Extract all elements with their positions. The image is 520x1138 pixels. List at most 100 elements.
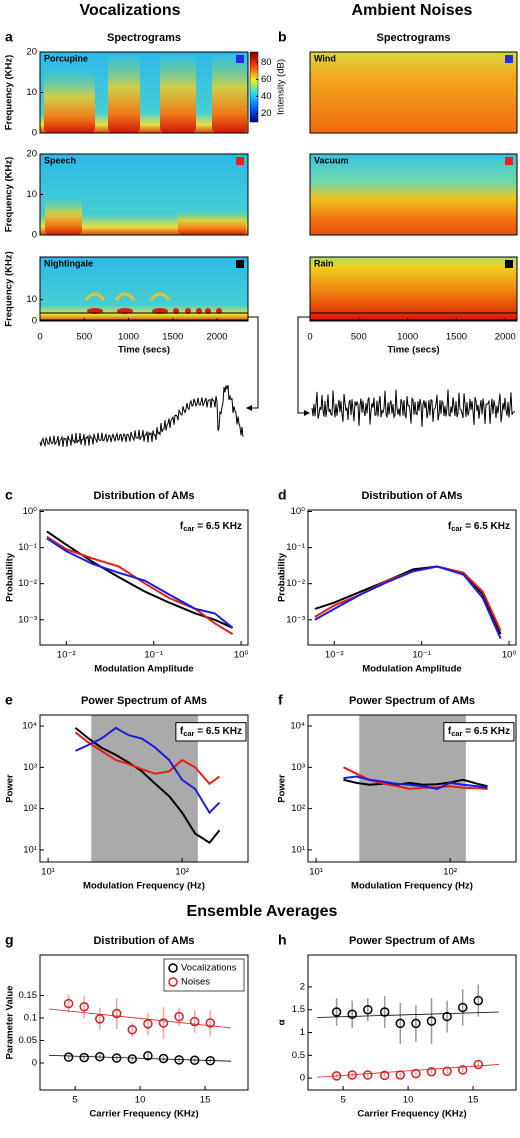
point xyxy=(205,1018,216,1028)
chart-title: Distribution of AMs xyxy=(93,490,194,502)
point xyxy=(395,1018,406,1029)
arrow xyxy=(246,316,259,411)
y-tick-label: 1.5 xyxy=(292,1004,305,1015)
panel-key xyxy=(236,55,244,63)
y-tick-label: 10² xyxy=(291,803,305,814)
panel-letter: e xyxy=(5,692,13,708)
x-tick-label: 15 xyxy=(468,1095,479,1106)
spectrogram-frame xyxy=(309,153,518,236)
x-tick-label: 10² xyxy=(443,867,457,878)
fit-line xyxy=(49,1008,232,1029)
point xyxy=(442,1011,452,1022)
point xyxy=(174,1011,184,1022)
point xyxy=(347,1009,357,1020)
y-tick-label: 0.05 xyxy=(19,1035,38,1046)
annotation-part: = 6.5 KHz xyxy=(194,521,242,532)
legend-label: Noises xyxy=(181,977,210,988)
point xyxy=(411,1068,421,1079)
waveform xyxy=(39,384,244,448)
point xyxy=(457,1002,468,1013)
point xyxy=(189,1016,200,1027)
point xyxy=(127,1054,138,1064)
point xyxy=(473,1059,484,1070)
point xyxy=(442,1066,452,1077)
y-axis-label: α xyxy=(277,1019,288,1025)
y-tick-label: 10⁰ xyxy=(23,506,38,517)
y-tick-label: 10⁻¹ xyxy=(286,542,305,553)
point xyxy=(63,998,74,1009)
x-tick-label: 1000 xyxy=(397,332,418,343)
point xyxy=(127,1024,138,1035)
point xyxy=(331,1071,342,1081)
point xyxy=(473,995,484,1006)
heading: Vocalizations xyxy=(79,2,180,19)
x-tick-label: 0 xyxy=(307,332,312,343)
chart-title: Spectrograms xyxy=(377,32,451,44)
panel-letter: b xyxy=(278,29,287,45)
x-axis-label: Time (secs) xyxy=(118,345,170,356)
plot-frame xyxy=(39,954,249,1091)
y-axis-label: Probability xyxy=(5,552,16,602)
x-axis-label: Modulation Frequency (Hz) xyxy=(83,881,205,892)
y-tick-label: 0 xyxy=(32,1058,37,1069)
panel-letter: c xyxy=(5,487,13,503)
spectrogram-frame xyxy=(39,256,249,322)
point xyxy=(205,1056,216,1066)
point xyxy=(347,1070,357,1080)
point xyxy=(95,1014,105,1024)
line-series xyxy=(75,726,221,815)
y-tick-label: 10⁴ xyxy=(22,721,37,732)
point xyxy=(363,1070,373,1080)
y-tick-label: 10¹ xyxy=(23,844,37,855)
line-series xyxy=(74,731,221,786)
colorbar xyxy=(249,51,259,123)
annotation-part: f xyxy=(448,521,452,532)
annotation-part: f xyxy=(180,726,184,737)
y-tick-label: 1 xyxy=(300,1027,305,1038)
annotation-part: = 6.5 KHz xyxy=(194,726,242,737)
heading: Ensemble Averages xyxy=(187,903,338,920)
point xyxy=(379,1007,390,1017)
spectrogram-burst xyxy=(212,56,247,133)
y-tick-label: 0.15 xyxy=(19,990,38,1001)
line-series xyxy=(314,565,502,635)
fit-line xyxy=(317,1064,500,1078)
x-tick-label: 10⁰ xyxy=(502,650,517,661)
annotation-part: = 6.5 KHz xyxy=(462,726,510,737)
x-tick-label: 1500 xyxy=(446,332,467,343)
x-tick-label: 0 xyxy=(37,332,42,343)
waveform xyxy=(311,389,516,427)
colorbar-label: Intensity (dB) xyxy=(276,59,287,115)
panel-key xyxy=(505,260,513,268)
y-tick-label: 0 xyxy=(32,128,37,139)
point xyxy=(79,1052,89,1063)
x-tick-label: 10¹ xyxy=(309,867,323,878)
panel-letter: d xyxy=(278,487,287,503)
x-axis-label: Modulation Amplitude xyxy=(94,664,193,675)
fit-line xyxy=(49,1054,232,1062)
colorbar-tick-label: 60 xyxy=(261,74,272,85)
annotation: fcar = 6.5 KHz xyxy=(180,726,242,738)
annotation-part: f xyxy=(180,521,184,532)
annotation-part: car xyxy=(183,729,194,738)
annotation-part: = 6.5 KHz xyxy=(462,521,510,532)
x-tick-label: 500 xyxy=(351,332,367,343)
y-tick-label: 20 xyxy=(26,47,37,58)
y-axis-label: Power xyxy=(277,774,288,803)
spectrogram-image xyxy=(310,154,517,235)
colorbar-tick-label: 40 xyxy=(261,91,272,102)
spectrogram-image xyxy=(310,52,517,133)
panel-name: Nightingale xyxy=(44,258,93,268)
line-series xyxy=(314,565,502,640)
y-tick-label: 10³ xyxy=(291,762,305,773)
y-axis-label: Probability xyxy=(277,552,288,602)
y-tick-label: 10⁻³ xyxy=(18,614,37,625)
y-tick-label: 10⁻² xyxy=(18,578,37,589)
chart-title: Distribution of AMs xyxy=(93,935,194,947)
y-axis-label: Power xyxy=(5,774,16,803)
y-tick-label: 20 xyxy=(26,149,37,160)
x-tick-label: 10 xyxy=(403,1095,414,1106)
panel-key xyxy=(236,157,244,165)
plot-area xyxy=(308,510,516,645)
spectrogram-burst xyxy=(178,210,246,235)
